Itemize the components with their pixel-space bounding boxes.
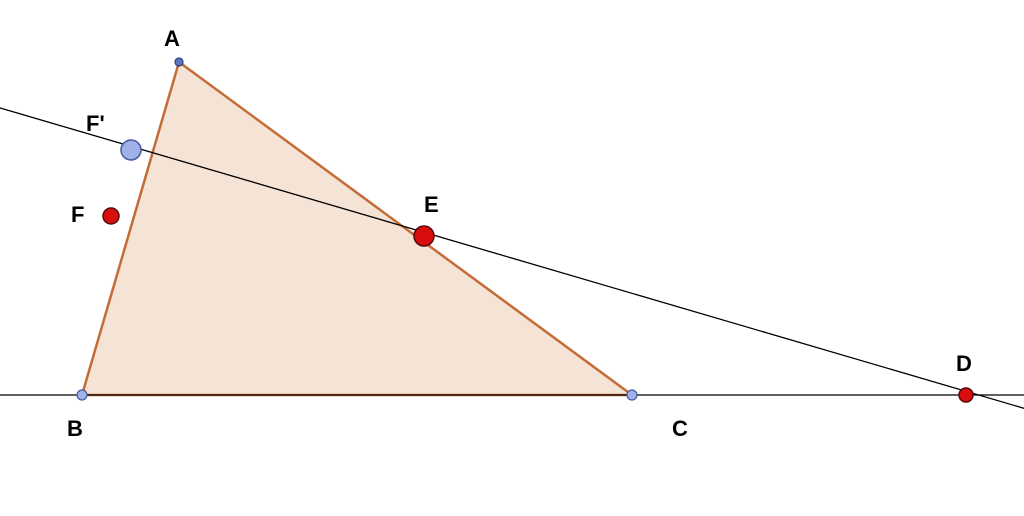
point-a	[175, 58, 183, 66]
point-fprime	[121, 140, 141, 160]
geometry-diagram: A B C F' F E D	[0, 0, 1024, 516]
label-a: A	[164, 26, 180, 51]
label-f: F	[71, 202, 84, 227]
label-fprime: F'	[86, 111, 105, 136]
label-e: E	[424, 192, 439, 217]
point-e	[414, 226, 434, 246]
label-c: C	[672, 416, 688, 441]
point-d	[959, 388, 973, 402]
point-f	[103, 208, 119, 224]
point-c	[627, 390, 637, 400]
label-d: D	[956, 351, 972, 376]
point-b	[77, 390, 87, 400]
label-b: B	[67, 416, 83, 441]
